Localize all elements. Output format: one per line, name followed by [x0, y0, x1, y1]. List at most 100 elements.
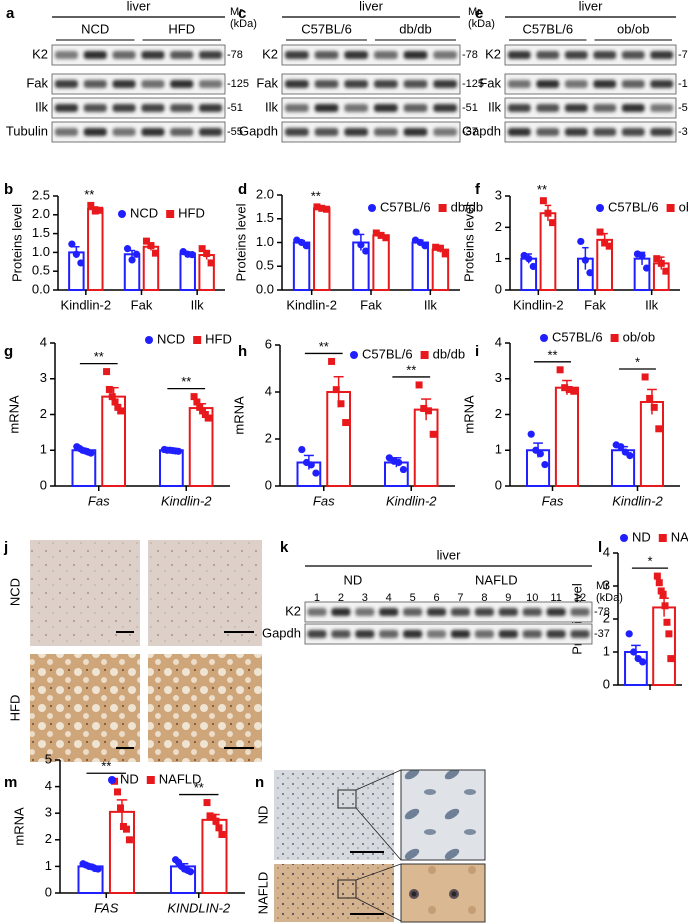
- mr-label: (kDa): [596, 592, 623, 604]
- band: [650, 104, 674, 112]
- y-tick-label: 1: [495, 250, 502, 265]
- band: [199, 80, 223, 88]
- band: [474, 608, 494, 616]
- y-tick-label: 1: [45, 858, 52, 873]
- band: [426, 630, 447, 638]
- band: [199, 104, 223, 112]
- bar: [411, 241, 429, 291]
- data-point: [307, 461, 315, 469]
- legend-label: db/db: [433, 346, 466, 361]
- row-label: NAFLD: [255, 872, 270, 915]
- x-tick-label: FAS: [94, 900, 119, 915]
- blot-strip: [304, 601, 593, 623]
- data-point: [204, 414, 212, 422]
- band: [141, 51, 165, 59]
- band: [379, 630, 399, 638]
- data-point: [441, 250, 449, 258]
- group-label: ND: [343, 572, 362, 587]
- legend-marker: [438, 204, 447, 212]
- legend-marker: [193, 336, 202, 344]
- y-tick-label: 0.5: [256, 258, 274, 273]
- data-point: [665, 630, 673, 638]
- legend-marker: [666, 204, 675, 212]
- panel-letter: f: [475, 181, 481, 198]
- data-point: [667, 655, 675, 663]
- inset-box: [337, 789, 357, 809]
- mw-marker: -125: [227, 78, 249, 90]
- y-tick-label: 3: [603, 577, 610, 592]
- legend-marker: [350, 351, 358, 359]
- x-tick-label: Kindlin-2: [286, 297, 337, 312]
- panel-letter: k: [280, 539, 289, 556]
- data-point: [77, 259, 85, 267]
- bar: [554, 386, 580, 487]
- bar: [179, 252, 196, 291]
- legend-marker: [118, 210, 126, 218]
- band: [593, 51, 617, 59]
- data-point: [128, 256, 136, 264]
- legend-marker: [658, 534, 667, 542]
- y-tick-label: 1: [40, 442, 47, 457]
- row-label: K2: [485, 46, 501, 61]
- y-axis-label: mRNA: [231, 396, 246, 435]
- band: [621, 51, 645, 59]
- band: [621, 104, 645, 112]
- data-point: [215, 824, 223, 832]
- band: [507, 51, 531, 59]
- data-point: [318, 204, 326, 212]
- legend-label: db/db: [451, 199, 484, 214]
- blot-header: liver: [127, 0, 152, 13]
- data-point: [357, 241, 365, 249]
- band: [507, 104, 531, 112]
- x-tick-label: Fas: [88, 493, 110, 508]
- y-tick-label: 5: [45, 751, 52, 766]
- data-point: [147, 242, 155, 250]
- row-label: Ilk: [35, 99, 49, 114]
- band: [314, 104, 339, 112]
- band: [536, 104, 560, 112]
- y-tick-label: 2.5: [32, 187, 50, 202]
- lane-number: 3: [362, 592, 368, 604]
- micrograph-zoom: [400, 769, 486, 861]
- inset-line: [355, 769, 402, 791]
- x-tick-label: Ilk: [424, 297, 438, 312]
- band: [450, 608, 471, 616]
- bar: [313, 207, 331, 291]
- row-label: K2: [32, 46, 48, 61]
- y-tick-label: 3: [495, 187, 502, 202]
- band: [331, 608, 351, 616]
- data-point: [655, 425, 663, 433]
- band: [170, 51, 194, 59]
- band: [403, 128, 428, 136]
- row-label: ND: [255, 806, 270, 825]
- group-label: ob/ob: [617, 21, 650, 36]
- data-point: [332, 386, 340, 394]
- x-tick-label: Fas: [313, 493, 335, 508]
- legend-label: ob/ob: [679, 199, 688, 214]
- legend-marker: [146, 776, 155, 784]
- lane-number: 8: [481, 592, 487, 604]
- significance: **: [547, 347, 557, 362]
- y-axis-label: Proteins level: [9, 204, 24, 282]
- band: [112, 51, 136, 59]
- y-tick-label: 0: [265, 477, 272, 492]
- blot-strip: [504, 73, 677, 95]
- band: [546, 608, 566, 616]
- mw-marker: -37: [594, 628, 610, 640]
- row-label: NCD: [7, 578, 22, 606]
- data-point: [662, 267, 670, 275]
- band: [403, 608, 423, 616]
- band: [112, 80, 136, 88]
- legend-label: C57BL/6: [380, 199, 431, 214]
- group-label: NAFLD: [475, 572, 518, 587]
- data-point: [424, 407, 432, 415]
- inset-box: [337, 879, 357, 899]
- legend-marker: [540, 334, 548, 342]
- y-tick-label: 1: [495, 442, 502, 457]
- x-tick-label: Fak: [131, 297, 153, 312]
- data-point: [377, 231, 385, 239]
- data-point: [646, 394, 654, 402]
- legend-label: NCD: [157, 331, 185, 346]
- panel-letter: n: [255, 774, 264, 791]
- x-tick-label: Kindlin-2: [513, 297, 564, 312]
